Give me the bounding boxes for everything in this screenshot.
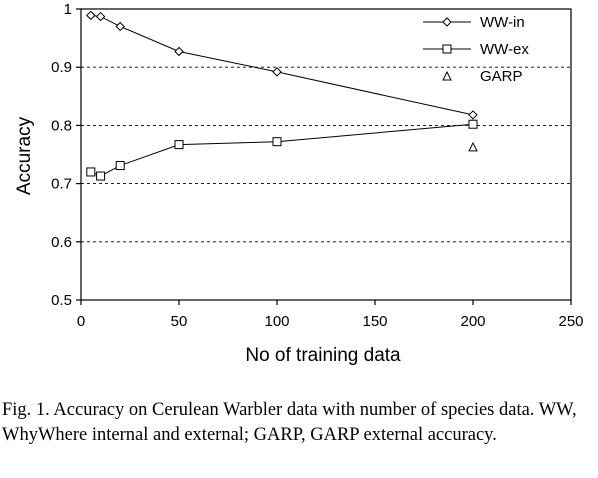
series-line-ww-in (90, 14, 474, 116)
point-ww-ex-2 (115, 161, 125, 171)
figure-caption: Fig. 1. Accuracy on Cerulean Warbler dat… (2, 400, 577, 445)
x-axis-title: No of training data (245, 345, 401, 366)
point-ww-in-0 (86, 10, 96, 21)
point-ww-ex-1 (96, 171, 106, 181)
plot-frame (80, 8, 572, 301)
legend-label-ww-in: WW-in (480, 14, 525, 31)
point-ww-in-4 (272, 67, 282, 77)
x-tick-label-0: 0 (77, 313, 85, 330)
x-tick-label-2: 100 (264, 313, 289, 330)
series-line-ww-ex (90, 123, 474, 177)
series-layer (86, 10, 478, 181)
point-garp-0 (468, 141, 478, 152)
y-tick-label-2: 0.7 (51, 176, 72, 193)
x-tick-label-5: 250 (558, 313, 583, 330)
x-tick-label-3: 150 (362, 313, 387, 330)
y-tick-label-1: 0.6 (51, 234, 72, 251)
point-ww-ex-0 (86, 167, 96, 177)
legend-marker-ww-ex (442, 44, 452, 54)
legend: WW-in WW-ex GARP (423, 14, 529, 85)
point-ww-in-5 (468, 110, 478, 120)
x-tick-label-4: 200 (460, 313, 485, 330)
y-tick-label-3: 0.8 (51, 117, 72, 134)
legend-marker-ww-in (442, 17, 452, 27)
point-ww-in-2 (115, 21, 125, 32)
accuracy-line-chart: 0.50.60.70.80.910 50 100 150 200 250 WW-inWW-… (14, 1, 584, 366)
plot-border (80, 8, 572, 301)
legend-label-ww-ex: WW-ex (480, 41, 529, 58)
y-tick-label-5: 1 (64, 1, 72, 18)
y-tick-label-4: 0.9 (51, 59, 72, 76)
point-ww-in-3 (174, 46, 184, 57)
y-axis-title: Accuracy (14, 116, 35, 195)
point-ww-in-1 (95, 11, 106, 22)
axes: 0.5 0.6 0.7 0.8 0.9 1 0 50 100 150 200 250 (51, 1, 583, 330)
y-tick-label-0: 0.5 (51, 292, 72, 309)
legend-label-garp: GARP (480, 68, 523, 85)
point-ww-ex-4 (272, 137, 282, 147)
legend-marker-garp (442, 70, 452, 81)
point-ww-ex-3 (174, 140, 184, 150)
point-ww-ex-5 (468, 119, 478, 129)
grid-lines (81, 66, 571, 243)
x-tick-label-1: 50 (171, 313, 188, 330)
